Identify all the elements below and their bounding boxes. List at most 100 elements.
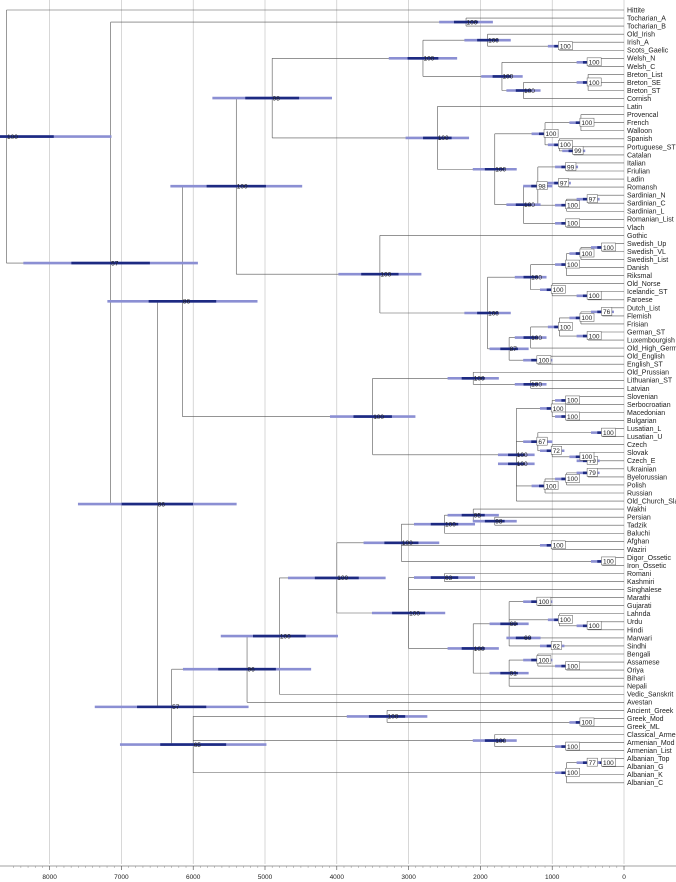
tip-label: Latin	[627, 104, 642, 111]
tip-label: Old_Prussian	[627, 370, 669, 377]
tip-label: Persian	[627, 515, 651, 522]
support-label: 100	[517, 452, 528, 459]
tip-label: Armenian_Mod	[627, 740, 675, 747]
tip-label: Old_Church_Slavic	[627, 498, 676, 505]
tip-label: Walloon	[627, 128, 652, 135]
tip-label: Catalan	[627, 152, 651, 159]
support-value: 100	[579, 117, 595, 127]
tip-label: Romani	[627, 571, 652, 578]
tip-label: Vedic_Sanskrit	[627, 692, 673, 699]
support-value: 100	[524, 88, 535, 95]
support-label: 100	[380, 272, 391, 279]
tip-label: Lusatian_U	[627, 434, 662, 441]
support-value: 100	[586, 77, 602, 87]
support-value: 97	[586, 194, 598, 203]
tip-label: Lithuanian_ST	[627, 378, 673, 385]
support-label: 100	[524, 88, 535, 95]
support-value: 100	[445, 521, 456, 528]
support-label: 100	[409, 610, 420, 617]
support-label: 97	[560, 180, 568, 187]
tip-label: Welsh_C	[627, 64, 655, 71]
tip-label: Lahnda	[627, 611, 650, 618]
tip-label: Ancient_Greek	[627, 708, 674, 715]
support-label: 65	[194, 742, 202, 749]
tip-label: Byelorussian	[627, 474, 667, 481]
tip-label: Vlach	[627, 225, 645, 232]
support-label: 100	[538, 357, 549, 364]
support-label: 100	[7, 134, 18, 141]
support-value: 100	[237, 183, 248, 190]
support-label: 96	[248, 666, 256, 673]
tip-label: Lusatian_L	[627, 426, 661, 433]
support-label: 100	[567, 262, 578, 269]
tip-label: Hindi	[627, 627, 643, 634]
support-label: 97	[589, 196, 597, 203]
support-value: 100	[558, 615, 573, 624]
support-box	[586, 757, 598, 767]
support-label: 100	[567, 221, 578, 228]
support-box	[601, 307, 613, 316]
support-value: 100	[517, 461, 528, 468]
support-label: 100	[546, 131, 557, 138]
axis-tick-label: 5000	[258, 874, 273, 881]
tip-label: Gothic	[627, 233, 648, 240]
support-value: 100	[558, 41, 573, 51]
support-box	[543, 129, 559, 138]
tip-label: Italian	[627, 160, 646, 167]
support-value: 100	[579, 717, 595, 727]
support-label: 69	[510, 621, 518, 628]
tip-label: English_ST	[627, 362, 664, 369]
tip-label: Sardinian_N	[627, 193, 666, 200]
time-gridlines	[49, 0, 625, 864]
support-value: 100	[565, 259, 580, 269]
support-box	[572, 146, 584, 155]
support-label: 63	[445, 575, 453, 582]
support-box	[579, 248, 595, 258]
support-value: 100	[586, 331, 602, 340]
support-value: 98	[273, 95, 281, 102]
support-value: 100	[524, 202, 535, 209]
support-value: 100	[565, 395, 580, 405]
support-value: 100	[495, 738, 506, 745]
tip-label: Oriya	[627, 668, 644, 675]
tip-label: Flemish	[627, 313, 652, 320]
support-value: 60	[524, 635, 532, 642]
tip-label: Irish_A	[627, 40, 649, 47]
support-value: 69	[510, 621, 518, 628]
support-value: 100	[388, 714, 399, 721]
tip-label: Albanian_C	[627, 780, 663, 787]
support-value: 100	[586, 57, 602, 67]
support-label: 98	[538, 183, 546, 190]
support-label: 100	[474, 376, 485, 383]
support-box	[565, 741, 580, 751]
tree-branches	[6, 9, 624, 784]
tip-label: Singhalese	[627, 587, 662, 594]
support-label: 100	[560, 324, 571, 331]
tip-label: Tocharian_B	[627, 24, 666, 31]
support-value: 100	[601, 556, 616, 566]
tip-label: Hittite	[627, 7, 645, 14]
tip-label: Bengali	[627, 651, 651, 658]
support-value: 100	[601, 757, 616, 767]
support-value: 100	[474, 376, 485, 383]
support-value: 86	[183, 299, 191, 306]
axis-tick-label: 2000	[473, 874, 488, 881]
tip-labels: HittiteTocharian_ATocharian_BOld_IrishIr…	[627, 7, 676, 787]
tip-label: Provencal	[627, 112, 659, 119]
tip-label: Dutch_List	[627, 305, 660, 312]
axis-tick-label: 7000	[114, 874, 129, 881]
tip-label: Swedish_VL	[627, 249, 666, 256]
support-label: 100	[560, 44, 571, 51]
support-value: 100	[373, 414, 384, 421]
tip-label: Danish	[627, 265, 649, 272]
support-box	[586, 468, 598, 477]
support-box	[536, 655, 552, 664]
tip-label: Tadzik	[627, 523, 647, 530]
tip-label: Armenian_List	[627, 748, 672, 755]
support-label: 100	[280, 633, 291, 640]
support-label: 100	[488, 310, 499, 317]
support-value: 99	[572, 146, 584, 155]
tip-label: Marwari	[627, 635, 652, 642]
tip-label: Romansh	[627, 185, 657, 192]
